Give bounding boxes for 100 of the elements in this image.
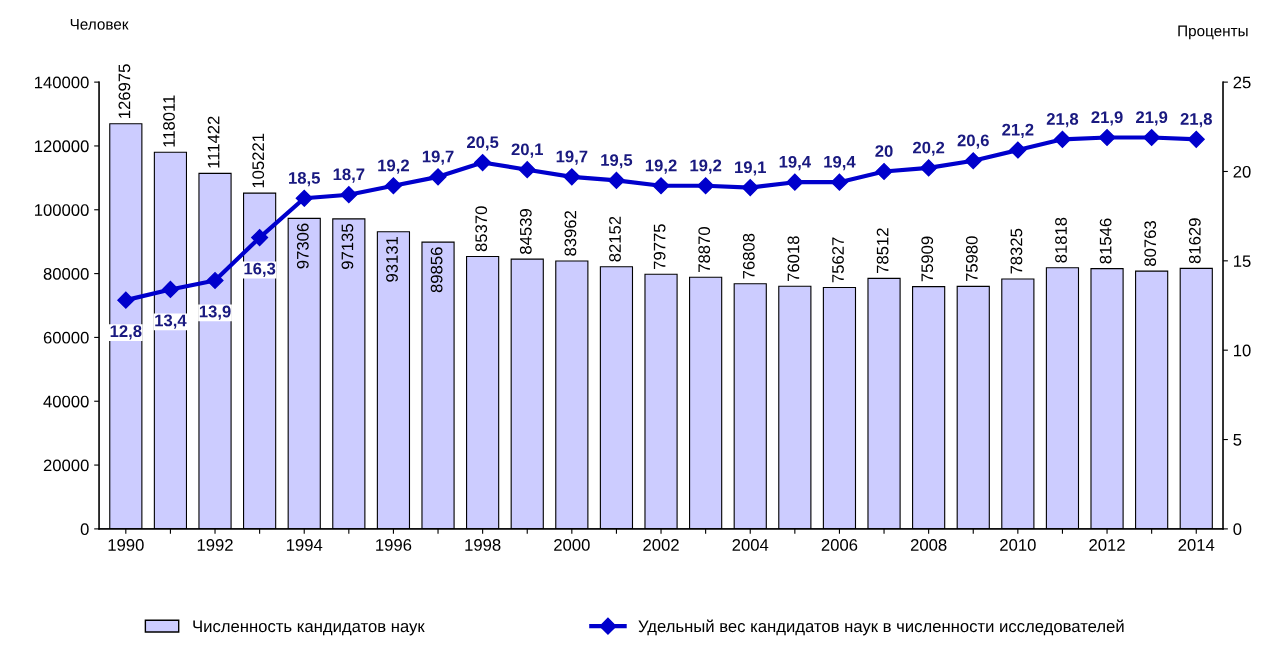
data-label: 126975 — [118, 64, 131, 118]
data-label: 75627 — [832, 237, 844, 283]
point — [117, 291, 135, 309]
point — [206, 271, 224, 290]
x-tick-label: 1992 — [197, 539, 233, 551]
data-label: 20,6 — [957, 134, 989, 149]
data-label: 118011 — [163, 95, 175, 147]
point — [429, 168, 447, 186]
legend-label: Численность кандидатов наук — [193, 620, 425, 636]
data-label: 84539 — [519, 209, 532, 254]
point — [652, 177, 670, 195]
point — [830, 173, 848, 191]
x-tick-label: 2006 — [821, 539, 858, 551]
y2-tick-label: 20 — [1233, 165, 1251, 178]
point — [563, 168, 581, 186]
x-tick-label: 2008 — [910, 539, 947, 551]
point — [340, 186, 358, 204]
point — [920, 159, 938, 177]
data-label: 19,4 — [824, 155, 856, 171]
x-tick-label: 2010 — [1000, 539, 1036, 551]
data-label: 19,1 — [735, 161, 766, 176]
x-tick-label: 2004 — [732, 539, 769, 551]
data-label: 97306 — [296, 223, 309, 269]
data-label: 19,2 — [645, 159, 677, 174]
point — [518, 161, 536, 179]
data-label: 20 — [875, 145, 893, 158]
x-tick-label: 1998 — [465, 539, 501, 551]
data-label: 81818 — [1055, 217, 1067, 263]
point — [251, 229, 269, 247]
y2-tick-label: 5 — [1233, 434, 1242, 446]
data-label: 18,5 — [289, 172, 320, 187]
point — [607, 171, 625, 189]
data-label: 20,1 — [511, 143, 543, 158]
point — [1053, 130, 1071, 148]
y-tick-label: 120000 — [35, 140, 89, 153]
x-tick-label: 1996 — [376, 539, 412, 551]
data-label: 21,8 — [1180, 113, 1212, 128]
data-label: 75980 — [965, 236, 978, 282]
point — [1009, 141, 1027, 159]
x-tick-label: 2014 — [1178, 539, 1215, 551]
point — [295, 189, 313, 207]
data-label: 93131 — [386, 236, 398, 282]
point — [384, 177, 402, 195]
data-label: 20,2 — [913, 141, 945, 156]
y2-axis-title: Проценты — [1178, 25, 1248, 40]
x-tick-label: 1994 — [286, 539, 323, 551]
data-label: 105221 — [252, 133, 265, 188]
data-label: 19,4 — [779, 155, 811, 171]
data-label: 13,4 — [155, 314, 187, 329]
data-label: 18,7 — [333, 168, 365, 183]
y2-tick-label: 10 — [1234, 344, 1251, 357]
data-label: 80763 — [1144, 221, 1157, 266]
data-label: 19,7 — [422, 150, 454, 165]
legend-label: Удельный вес кандидатов наук в численности исследователей — [638, 619, 1124, 636]
x-tick-label: 1990 — [108, 539, 144, 551]
point — [697, 177, 715, 195]
data-label: 21,9 — [1091, 111, 1123, 126]
y-axis-title: Человек — [70, 19, 129, 30]
data-label: 81546 — [1099, 218, 1112, 264]
data-label: 81629 — [1188, 218, 1201, 264]
data-label: 12,8 — [110, 325, 142, 340]
point — [1143, 128, 1161, 147]
data-label: 76018 — [787, 236, 800, 281]
data-label: 19,2 — [690, 159, 722, 174]
data-label: 83962 — [564, 210, 577, 256]
data-label: 21,9 — [1136, 111, 1168, 126]
point — [1098, 128, 1116, 147]
data-label: 82152 — [609, 216, 621, 262]
x-tick-label: 2002 — [643, 539, 679, 551]
point — [474, 153, 492, 172]
point — [741, 179, 759, 197]
y2-tick-label: 15 — [1234, 255, 1251, 268]
y-tick-label: 80000 — [43, 267, 89, 280]
data-label: 21,8 — [1046, 113, 1079, 128]
y2-tick-label: 25 — [1233, 76, 1251, 89]
y-tick-label: 60000 — [43, 331, 89, 344]
y-tick-label: 20000 — [43, 459, 89, 472]
data-label: 76808 — [742, 233, 755, 279]
point — [786, 173, 804, 191]
y2-tick-label: 0 — [1233, 523, 1242, 536]
data-label: 75909 — [921, 236, 934, 282]
data-label: 78325 — [1010, 228, 1023, 274]
y-tick-label: 100000 — [35, 204, 89, 216]
point — [161, 280, 179, 298]
data-label: 89856 — [430, 247, 443, 293]
data-label: 78512 — [876, 228, 889, 274]
data-label: 19,5 — [601, 154, 633, 169]
data-label: 97135 — [341, 224, 354, 269]
data-label: 85370 — [475, 206, 488, 252]
data-label: 79775 — [653, 224, 666, 269]
x-tick-label: 2012 — [1089, 539, 1125, 551]
data-label: 21,2 — [1002, 123, 1034, 138]
point — [1187, 130, 1205, 148]
point — [875, 162, 893, 181]
data-label: 19,7 — [556, 150, 588, 165]
data-label: 16,3 — [244, 262, 276, 277]
x-tick-label: 2000 — [554, 539, 590, 551]
point — [964, 152, 982, 170]
data-label: 78870 — [698, 227, 711, 272]
y-tick-label: 40000 — [43, 395, 89, 408]
